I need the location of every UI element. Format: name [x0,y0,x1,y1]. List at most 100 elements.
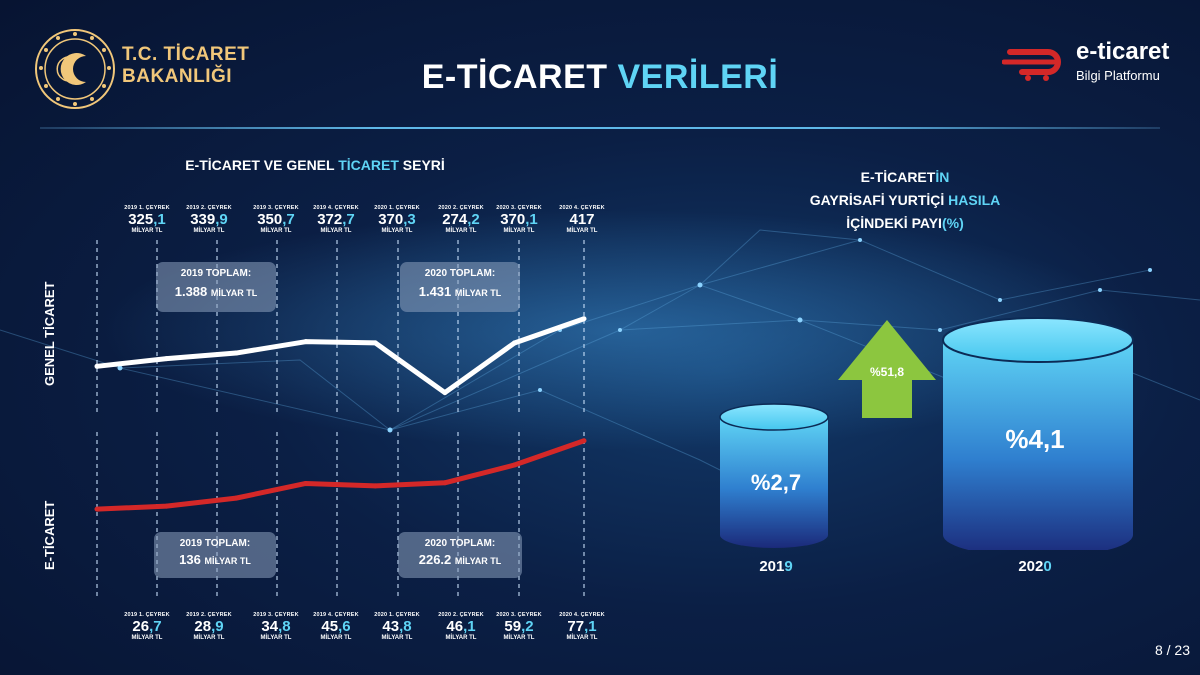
genel-unit: MİLYAR TL [503,228,535,234]
genel-ticaret-point [511,340,517,346]
eticaret-value-label: 2019 1. ÇEYREK 26,7 MİLYAR TL [117,612,177,641]
cylinder-2019 [719,403,829,548]
eticaret-point [94,506,100,512]
eticaret-total-2020-unit: MİLYAR TL [454,556,502,566]
eticaret-unit: MİLYAR TL [445,635,477,641]
eticaret-quarter-label: 2020 3. ÇEYREK [496,612,542,618]
page-title: E-TİCARET VERİLERİ [0,58,1200,97]
genel-total-2019-label: 2019 TOPLAM: [180,268,252,279]
brand-subtitle: Bilgi Platformu [1076,68,1160,83]
page-number: 8 / 23 [1154,642,1190,658]
eticaret-value: 46,1 [446,618,476,635]
ministry-name-line1: T.C. TİCARET [122,44,250,65]
ministry-name-line2: BAKANLIĞI [122,66,233,87]
eticaret-point [511,462,517,468]
year-2020-part-a: 202 [1018,558,1044,575]
eticaret-value: 43,8 [382,618,412,635]
ministry-name: T.C. TİCARET BAKANLIĞI [122,44,249,88]
genel-unit: MİLYAR TL [445,228,477,234]
genel-value: 370,1 [500,211,538,228]
genel-value: 274,2 [442,211,480,228]
genel-unit: MİLYAR TL [260,228,292,234]
brand-name: e-ticaret [1076,38,1170,65]
eticaret-total-2020-value: 226.2 [418,552,452,567]
year-2020-label: 2020 [945,558,1125,575]
gdp-heading-l1b: İN [935,169,950,185]
eticaret-value: 28,9 [194,618,224,635]
gdp-share-change-value: %51,8 [869,365,905,379]
genel-total-2019-unit: MİLYAR TL [210,288,258,298]
genel-quarter-label: 2020 3. ÇEYREK [496,205,542,211]
genel-total-2020-box: 2020 TOPLAM: 1.431 MİLYAR TL [400,262,520,312]
eticaret-quarter-label: 2020 1. ÇEYREK [374,612,420,618]
genel-unit: MİLYAR TL [193,228,225,234]
genel-value: 350,7 [257,211,295,228]
genel-value-label: 2019 2. ÇEYREK 339,9 MİLYAR TL [179,205,239,234]
genel-ticaret-point [372,340,378,346]
eticaret-point [581,438,587,444]
line-chart-heading-a: E-TİCARET VE GENEL [185,157,335,173]
page-title-cyan: VERİLERİ [617,58,779,96]
genel-ticaret-point [94,363,100,369]
eticaret-value: 59,2 [504,618,534,635]
eticaret-value-label: 2019 3. ÇEYREK 34,8 MİLYAR TL [246,612,306,641]
genel-value-label: 2020 4. ÇEYREK 417 MİLYAR TL [552,205,612,234]
genel-total-2019-value: 1.388 [174,284,208,299]
eticaret-total-2019-label: 2019 TOPLAM: [179,538,251,549]
eticaret-value-label: 2020 4. ÇEYREK 77,1 MİLYAR TL [552,612,612,641]
eticaret-point [233,495,239,501]
eticaret-total-2019-unit: MİLYAR TL [204,556,251,566]
eticaret-point [442,480,448,486]
eticaret-unit: MİLYAR TL [320,635,352,641]
genel-unit: MİLYAR TL [320,228,352,234]
genel-value: 339,9 [190,211,228,228]
eticaret-total-2019-box: 2019 TOPLAM: 136 MİLYAR TL [154,532,276,578]
eticaret-value-label: 2020 1. ÇEYREK 43,8 MİLYAR TL [367,612,427,641]
ministry-emblem [35,29,115,109]
eticaret-quarter-label: 2019 4. ÇEYREK [313,612,359,618]
gdp-heading-l2b: HASILA [948,192,1001,208]
gdp-share-2019-value: %2,7 [750,470,802,495]
genel-quarter-label: 2020 2. ÇEYREK [438,205,484,211]
eticaret-unit: MİLYAR TL [566,635,598,641]
genel-quarter-label: 2019 2. ÇEYREK [186,205,232,211]
title-divider [40,127,1160,129]
gdp-heading-l2a: GAYRİSAFİ YURTİÇİ [809,192,945,208]
genel-value-label: 2019 3. ÇEYREK 350,7 MİLYAR TL [246,205,306,234]
genel-quarter-label: 2019 3. ÇEYREK [253,205,299,211]
eticaret-line [96,438,585,512]
genel-ticaret-point [581,316,587,322]
eticaret-quarter-label: 2019 2. ÇEYREK [186,612,232,618]
eticaret-value: 45,6 [321,618,351,635]
eticaret-unit: MİLYAR TL [381,635,413,641]
eticaret-value-label: 2020 2. ÇEYREK 46,1 MİLYAR TL [431,612,491,641]
genel-unit: MİLYAR TL [131,228,163,234]
genel-ticaret-line [96,316,585,396]
genel-unit: MİLYAR TL [381,228,413,234]
gdp-heading-l3a: İÇİNDEKİ PAYI [846,215,942,231]
eticaret-point [164,503,170,509]
genel-ticaret-point [233,350,239,356]
genel-total-2020-unit: MİLYAR TL [454,288,502,298]
gdp-share-cylinders [719,317,1134,550]
increase-arrow-icon [838,320,936,418]
eticaret-total-2019-value: 136 [179,552,201,567]
eticaret-value-label: 2019 4. ÇEYREK 45,6 MİLYAR TL [306,612,366,641]
genel-quarter-label: 2019 1. ÇEYREK [124,205,170,211]
gdp-heading-l1a: E-TİCARET [860,169,936,185]
eticaret-total-2020-label: 2020 TOPLAM: [424,538,496,549]
line-chart-heading-b: TİCARET [338,157,399,173]
gdp-share-2020-value: %4,1 [1005,424,1065,454]
eticaret-quarter-label: 2020 2. ÇEYREK [438,612,484,618]
genel-value-label: 2019 4. ÇEYREK 372,7 MİLYAR TL [306,205,366,234]
eticaret-logo-icon [1002,49,1061,81]
eticaret-point [303,480,309,486]
genel-value: 325,1 [128,211,166,228]
genel-quarter-label: 2019 4. ÇEYREK [313,205,359,211]
page-title-white: E-TİCARET [421,58,608,96]
genel-total-2019-box: 2019 TOPLAM: 1.388 MİLYAR TL [156,262,276,312]
eticaret-total-2020-box: 2020 TOPLAM: 226.2 MİLYAR TL [398,532,522,578]
eticaret-value: 26,7 [132,618,162,635]
eticaret-quarter-label: 2019 1. ÇEYREK [124,612,170,618]
